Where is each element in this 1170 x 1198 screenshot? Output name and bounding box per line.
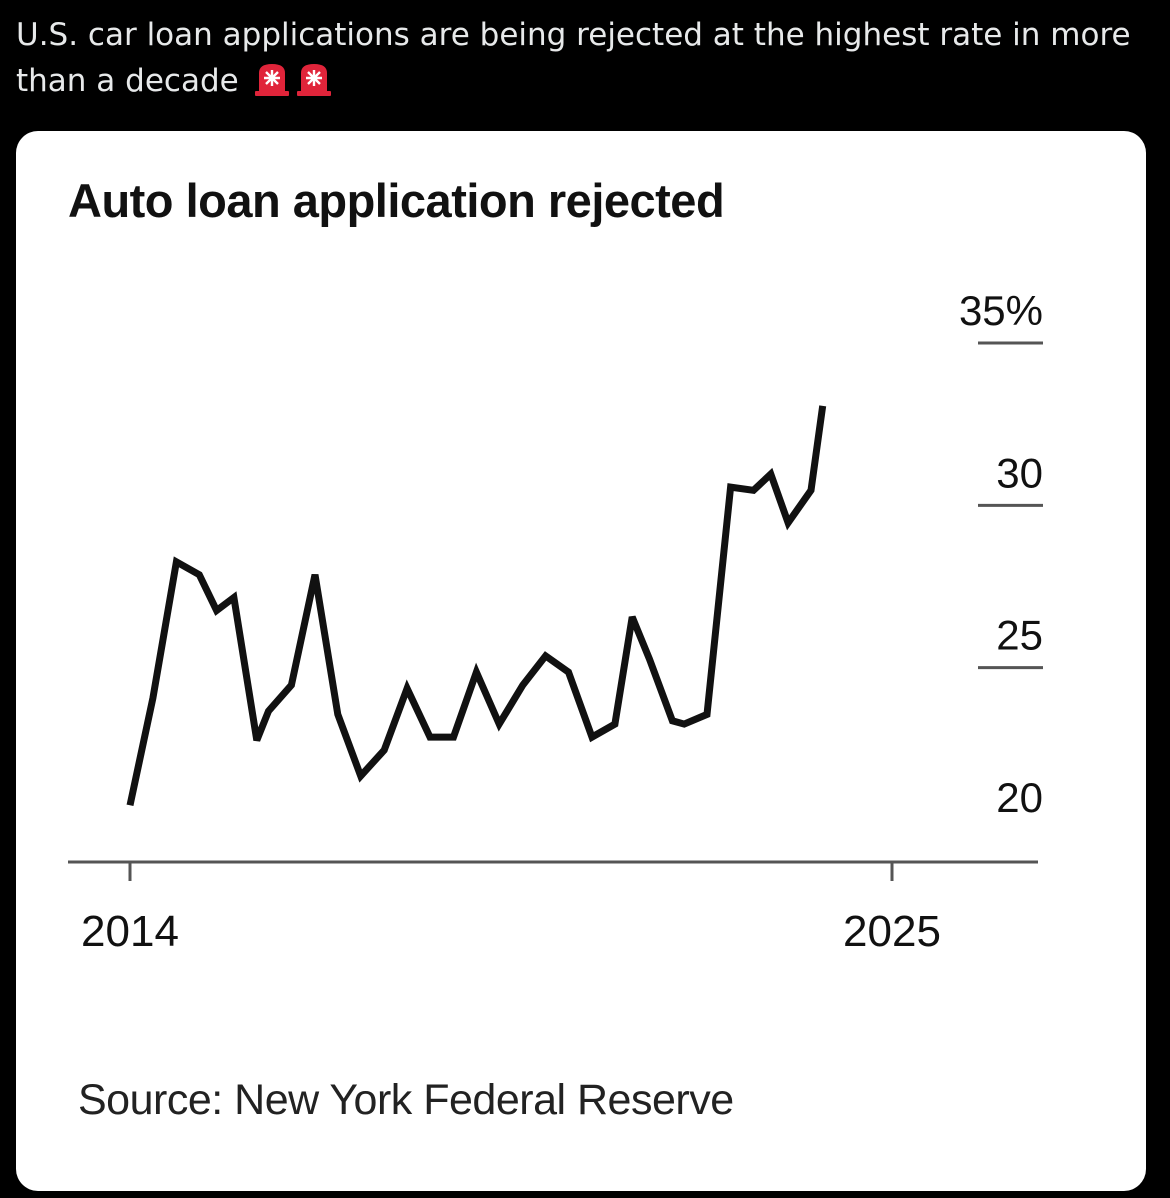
y-tick-label: 20 [996,774,1043,821]
police-car-light-icon [295,61,333,97]
series-line [126,405,827,807]
x-tick-label: 2014 [81,907,179,956]
y-tick-label: 30 [996,449,1043,496]
chart-card[interactable]: Auto loan application rejected 2014 2025 2… [16,131,1146,1191]
tweet-text-block: U.S. car loan applications are being rej… [16,12,1156,104]
tweet-text: U.S. car loan applications are being rej… [16,17,1131,99]
y-tick-label: 25 [996,612,1043,659]
y-tick-label: 35% [959,287,1043,334]
chart-title: Auto loan application rejected [68,174,725,227]
x-tick-label: 2025 [843,907,941,956]
police-car-light-icon [253,61,291,97]
chart-source: Source: New York Federal Reserve [78,1076,734,1124]
